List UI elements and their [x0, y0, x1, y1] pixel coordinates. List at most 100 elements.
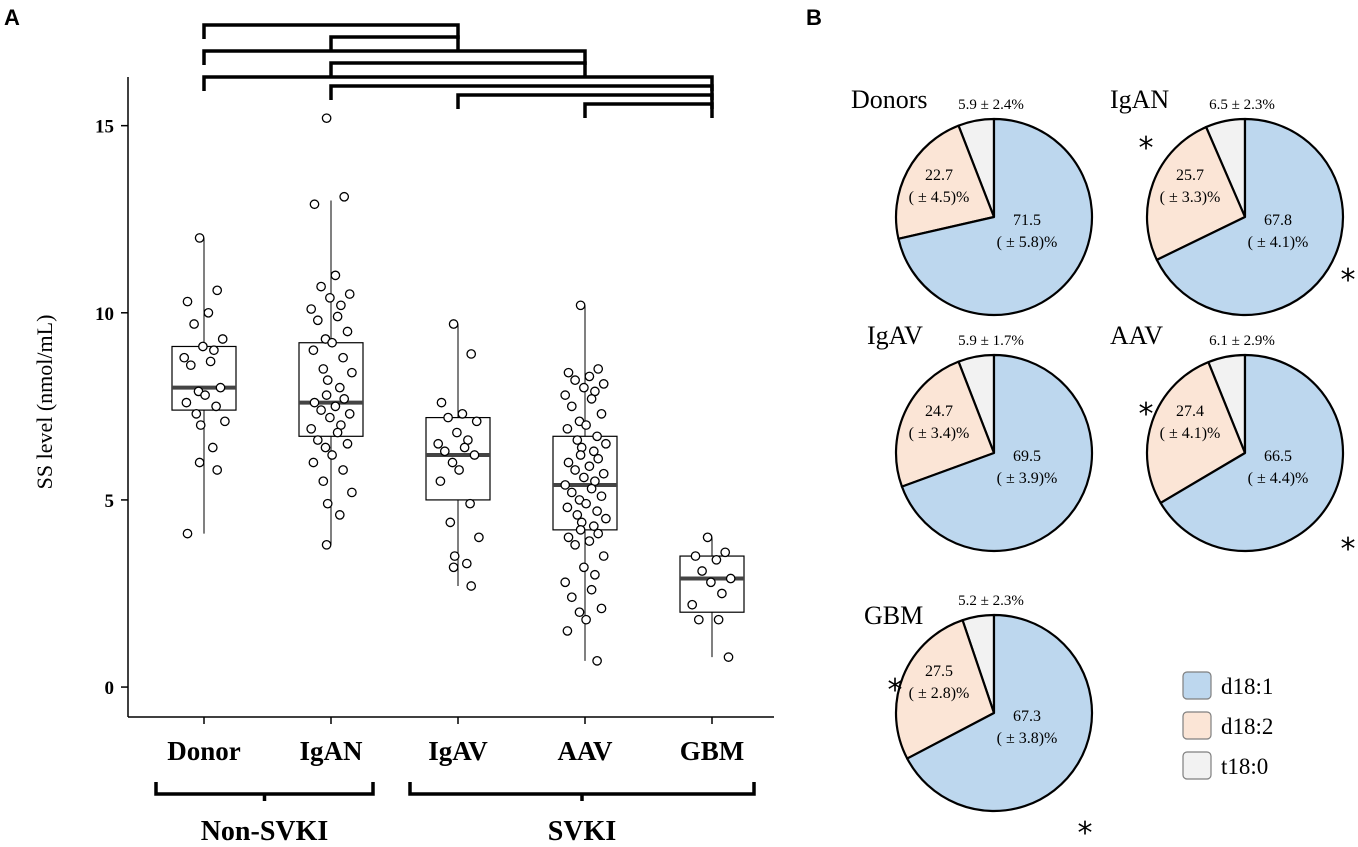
data-point [466, 581, 477, 591]
data-point [579, 382, 589, 393]
data-point [457, 408, 468, 419]
group-label: SVKI [548, 816, 616, 847]
slice-value-t18-0: 6.1 ± 2.9% [1209, 333, 1275, 349]
data-point [563, 457, 574, 468]
panel-b-pies: Donors 71.5 ( ± 5.8)% 22.7 ( ± 4.5)% 5.9 ± 2.… [851, 85, 1356, 847]
y-tick-label: 5 [105, 491, 115, 512]
y-tick-label: 15 [95, 117, 114, 138]
data-points [179, 113, 736, 666]
data-point [316, 405, 326, 415]
significance-bracket [202, 49, 587, 65]
x-tick-label: IgAN [299, 736, 363, 766]
data-point [579, 562, 589, 573]
significance-star: * [1341, 263, 1356, 298]
data-point [436, 397, 447, 408]
data-point [342, 438, 353, 449]
slice-sd-d18-2: ( ± 3.4)% [909, 425, 970, 442]
data-point [579, 472, 589, 483]
slice-sd-d18-2: ( ± 2.8)% [909, 685, 970, 702]
data-point [334, 510, 345, 520]
slice-sd-d18-1: ( ± 4.1)% [1248, 234, 1309, 251]
pie-slice-d18-1 [897, 117, 1094, 317]
data-point [461, 558, 472, 569]
data-point [572, 510, 583, 520]
data-point [566, 487, 577, 498]
x-tick-labels: Donor IgAN IgAV AAV GBM [167, 736, 744, 766]
data-point [465, 498, 475, 509]
y-axis-label: SS level (nmol/mL) [32, 315, 57, 490]
data-point [339, 394, 350, 404]
panel-a-boxplot: SS level (nmol/mL) 0 5 10 15 Donor IgAN IgAV A… [32, 23, 774, 847]
pie-slice-d18-2 [894, 360, 996, 488]
data-point [693, 614, 704, 625]
y-tick-label: 10 [95, 304, 114, 325]
data-point [316, 281, 326, 292]
slice-value-t18-0: 5.2 ± 2.3% [958, 593, 1024, 609]
data-point [596, 491, 607, 502]
data-point [566, 401, 577, 412]
data-point [209, 345, 219, 356]
data-point [433, 438, 444, 449]
pie-title: IgAN [1110, 85, 1169, 114]
data-point [182, 528, 193, 539]
data-point [321, 390, 332, 400]
data-point [332, 427, 343, 438]
data-point [215, 382, 226, 393]
data-point [452, 427, 462, 438]
pie-slice-d18-2 [1145, 125, 1247, 261]
slice-sd-d18-2: ( ± 3.3)% [1160, 189, 1221, 206]
data-point [588, 446, 599, 457]
data-point [581, 420, 591, 430]
significance-star: * [1078, 816, 1093, 847]
data-point [439, 446, 450, 457]
data-point [321, 539, 332, 550]
data-point [309, 397, 320, 408]
data-point [322, 498, 333, 509]
data-point [179, 352, 190, 363]
data-point [205, 356, 216, 367]
pie-slice-d18-2 [894, 619, 996, 760]
significance-bracket [202, 75, 714, 91]
pie-slice-d18-1 [1159, 353, 1345, 553]
pie-igan: IgAN 67.8 ( ± 4.1)% 25.7 ( ± 3.3)% 6.5 ± 2.3%… [1110, 85, 1356, 317]
significance-star: * [888, 673, 903, 708]
data-point [308, 457, 319, 468]
pie-slice-d18-1 [906, 613, 1094, 813]
data-point [593, 453, 604, 464]
data-point [203, 307, 214, 318]
slice-value-t18-0: 5.9 ± 2.4% [958, 97, 1024, 113]
significance-bracket [202, 23, 460, 39]
data-point [312, 315, 323, 326]
data-point [560, 390, 571, 400]
slice-sd-d18-2: ( ± 4.1)% [1160, 425, 1221, 442]
data-point [318, 364, 329, 374]
data-point [332, 311, 343, 322]
slice-value-d18-2: 22.7 [925, 167, 953, 184]
significance-bracket [329, 61, 587, 77]
data-point [469, 450, 480, 460]
data-point [342, 326, 353, 337]
data-point [306, 304, 317, 314]
group-brace [154, 782, 375, 801]
x-tick-label: Donor [167, 736, 241, 766]
data-point [318, 476, 329, 487]
data-point [598, 379, 609, 389]
data-point [601, 513, 611, 524]
data-point [327, 450, 337, 460]
data-point [598, 551, 609, 561]
data-point [325, 412, 335, 423]
data-point [449, 551, 460, 561]
data-point [596, 408, 607, 419]
legend-label: d18:2 [1221, 714, 1273, 739]
data-point [562, 423, 573, 434]
pie-title: Donors [851, 85, 928, 114]
data-point [217, 334, 228, 344]
data-point [182, 296, 193, 307]
pie-igav: IgAV 69.5 ( ± 3.9)% 24.7 ( ± 3.4)% 5.9 ± 1.7% [867, 321, 1094, 553]
box-gbm [679, 537, 745, 658]
y-tick-label: 0 [105, 678, 115, 699]
data-point [207, 442, 218, 453]
pie-slice-d18-1 [1155, 117, 1345, 317]
data-point [220, 416, 230, 427]
